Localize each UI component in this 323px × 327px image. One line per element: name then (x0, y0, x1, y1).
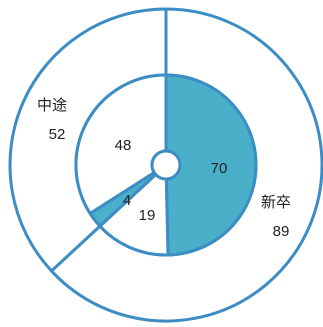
outer-value-shinsotsu: 89 (273, 223, 290, 240)
outer-label-shinsotsu: 新卒 (261, 193, 291, 211)
inner-value-0: 70 (211, 160, 228, 177)
center-hole (150, 149, 182, 181)
outer-value-chuto: 52 (49, 126, 66, 143)
inner-value-2: 4 (123, 192, 131, 209)
center-circle (150, 149, 182, 181)
inner-value-3: 48 (115, 137, 132, 154)
outer-label-chuto: 中途 (37, 96, 67, 114)
inner-value-1: 19 (139, 207, 156, 224)
